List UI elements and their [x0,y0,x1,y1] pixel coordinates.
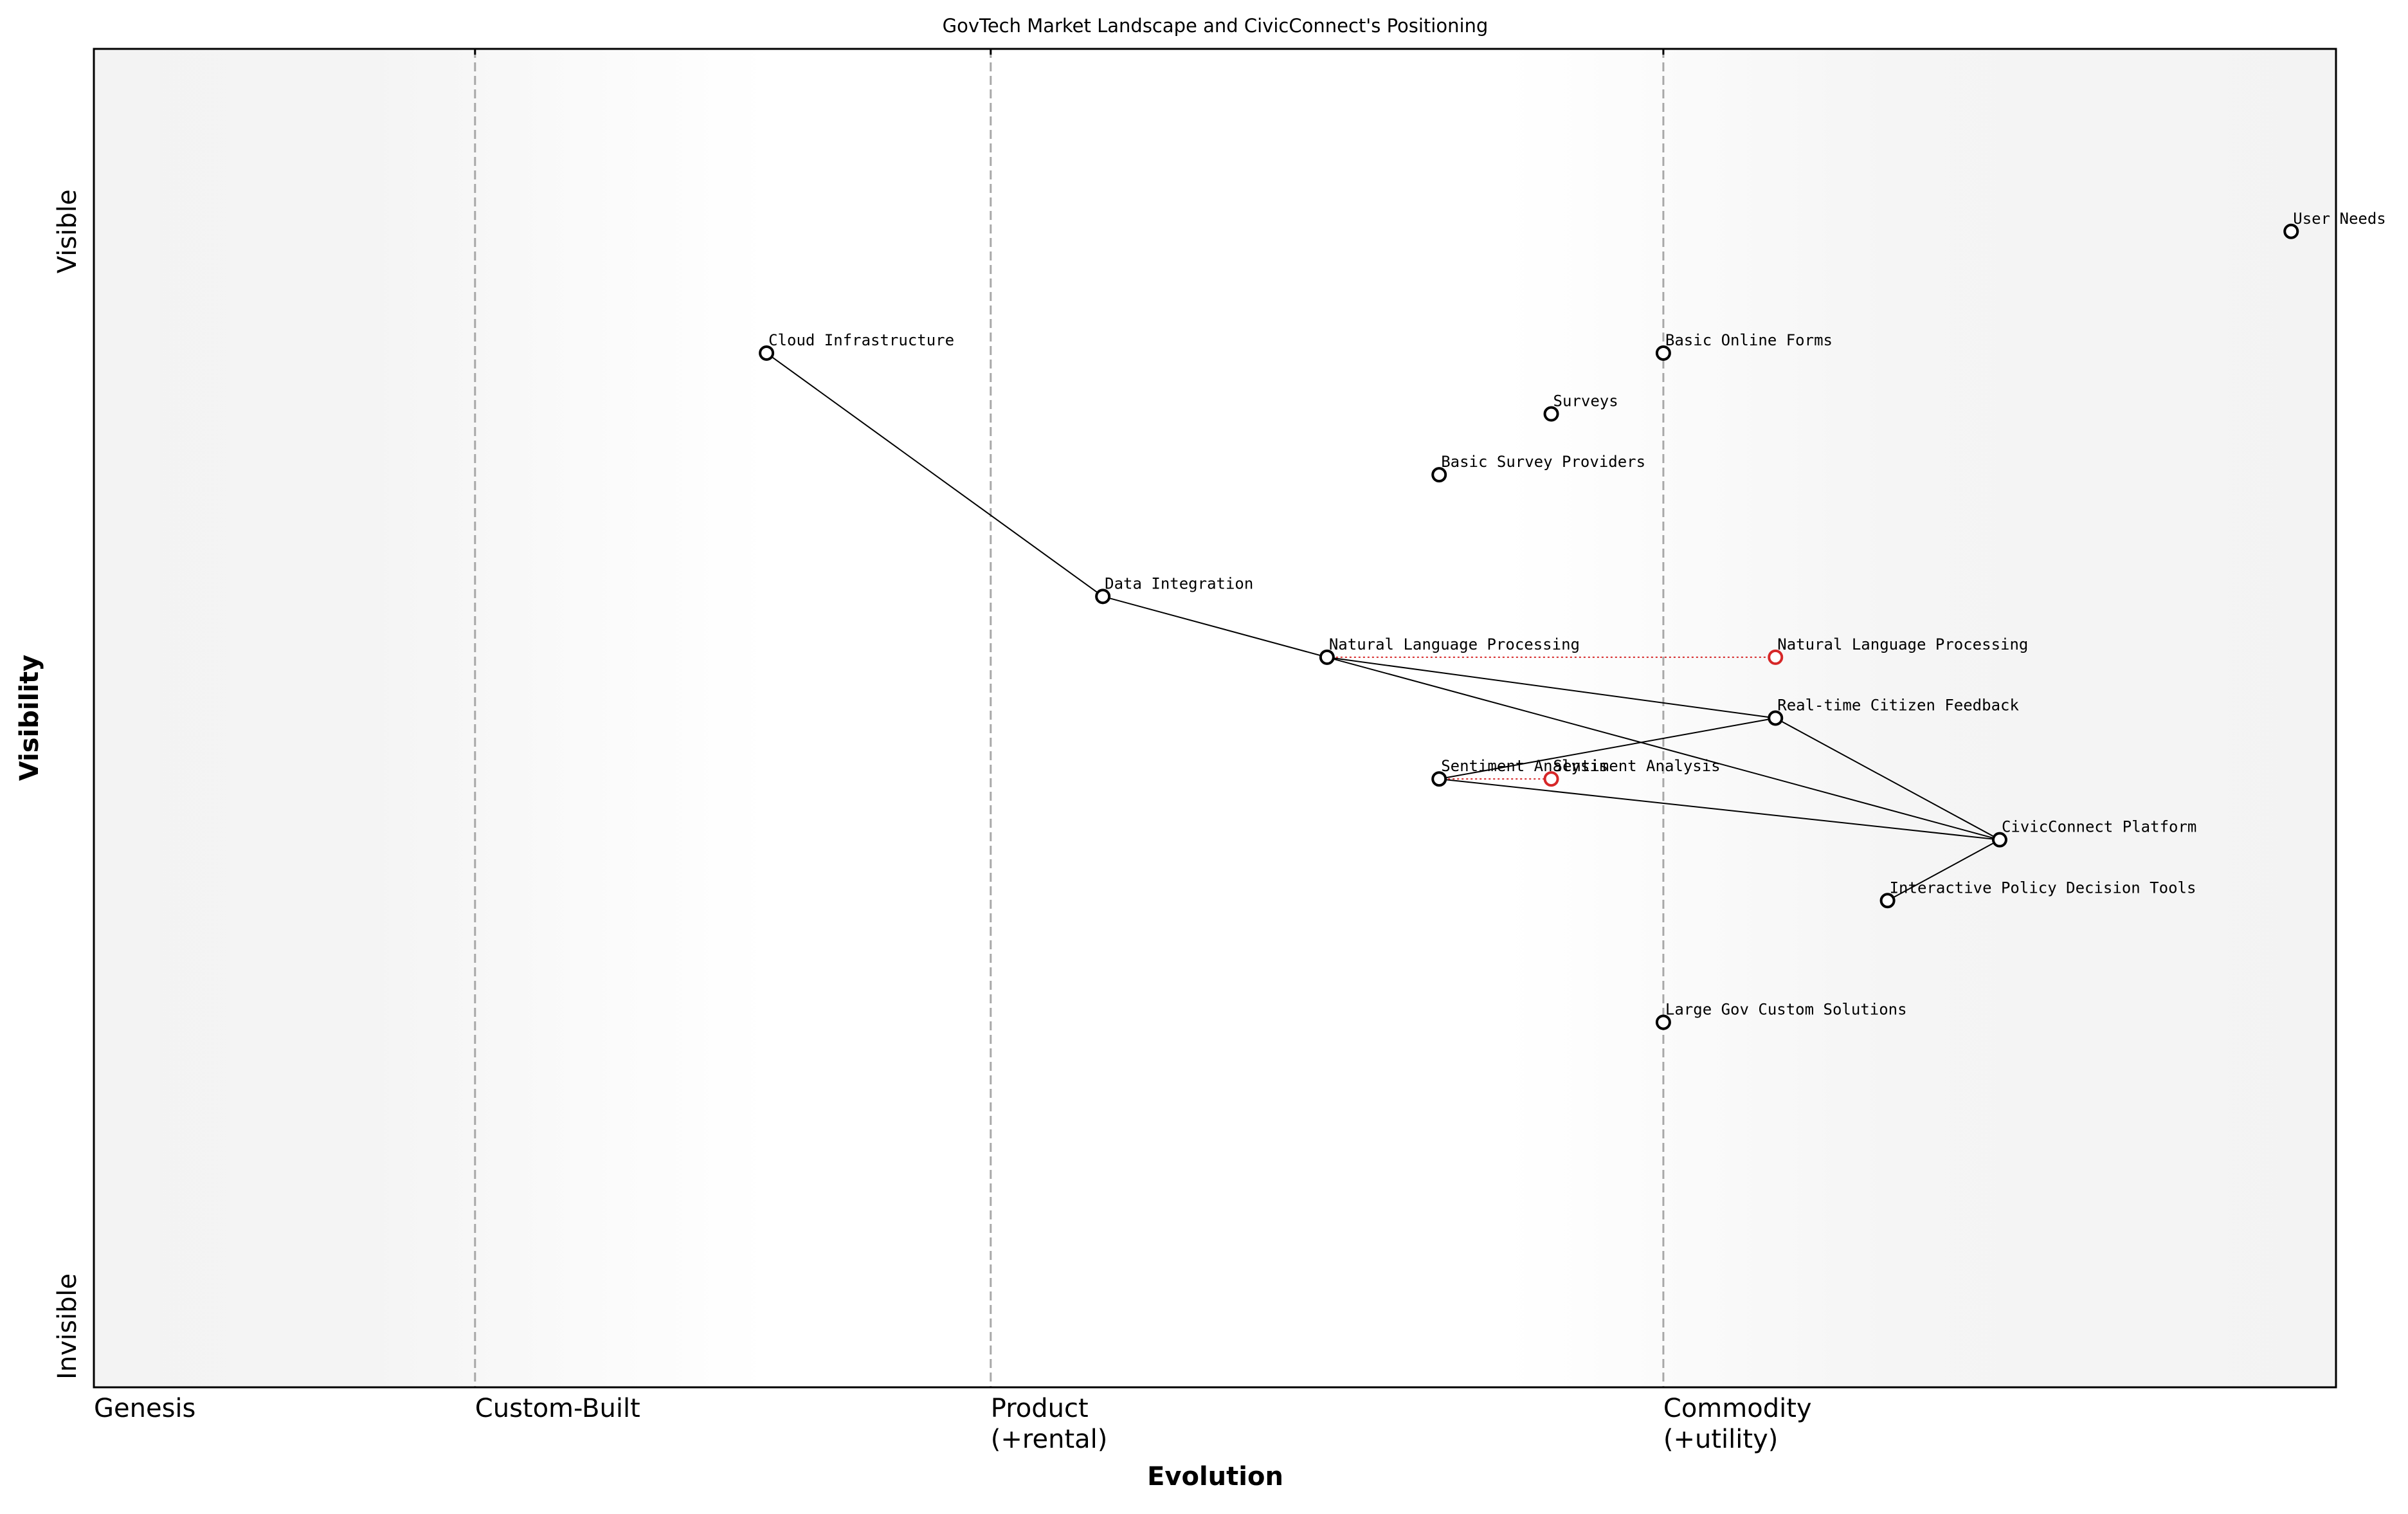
x-tick-label: Product (+rental) [991,1394,1108,1454]
component-label: User Needs [2293,210,2386,228]
x-axis-title: Evolution [1147,1462,1283,1491]
component-point [1543,771,1559,787]
link [1326,656,2000,841]
plot-background [94,49,2336,1387]
x-tick-label: Genesis [94,1394,195,1423]
component-label: Cloud Infrastructure [768,331,954,349]
component-point [1543,406,1559,422]
link [1326,656,1776,719]
link [1102,596,1328,658]
plot-frame [93,48,2337,1389]
link [766,352,1103,597]
component-point [1655,345,1671,361]
component-point [1431,467,1447,483]
link [1439,717,1776,780]
component-point [759,345,775,361]
component-label: Data Integration [1105,574,1253,592]
component-point [1095,588,1111,605]
component-point [2283,223,2299,239]
component-point [1879,893,1896,909]
component-label: CivicConnect Platform [2002,818,2196,836]
component-point [1991,832,2007,848]
component-label: Sentiment Analysis [1553,757,1721,775]
component-label: Natural Language Processing [1329,635,1580,653]
component-point [1768,649,1784,665]
link [1775,717,2000,841]
component-label: Large Gov Custom Solutions [1665,1000,1907,1018]
links [766,352,2000,902]
component-label: Surveys [1553,392,1618,410]
component-label: Natural Language Processing [1777,635,2028,653]
component-label: Sentiment Analysis [1441,757,1608,775]
component-label: Basic Survey Providers [1441,453,1645,471]
link [1439,778,2000,841]
component-label: Interactive Policy Decision Tools [1890,879,2196,897]
x-tick-label: Custom-Built [475,1394,640,1423]
component-point [1655,1014,1671,1030]
points: User Needs Cloud Infrastructure Basic Onli… [759,210,2386,1030]
component-point [1319,649,1335,665]
y-tick-label: Visible [53,189,82,273]
component-point [1431,771,1447,787]
link [1887,839,2000,902]
component-label: Real-time Citizen Feedback [1777,697,2019,715]
y-tick-label: Invisible [53,1273,82,1380]
y-axis-title: Visibility [15,655,44,781]
component-label: Basic Online Forms [1665,331,1833,349]
x-tick-label: Commodity (+utility) [1663,1394,1812,1454]
component-point [1768,710,1784,726]
chart-title: GovTech Market Landscape and CivicConnec… [943,15,1489,37]
